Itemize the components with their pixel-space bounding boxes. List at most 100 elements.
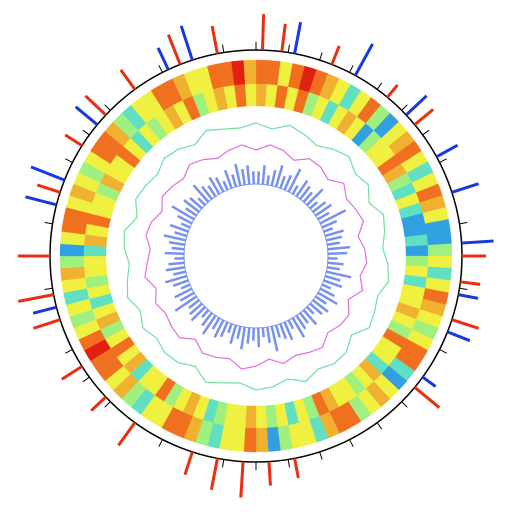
area-bar (177, 214, 193, 225)
heat-cell (59, 255, 85, 269)
heat-cell (427, 255, 453, 269)
area-bar (325, 235, 343, 242)
area-bar (240, 168, 246, 186)
area-bar (246, 165, 251, 185)
area-bar (174, 295, 198, 312)
area-bar (231, 174, 238, 188)
spike (117, 421, 137, 447)
tick-mark (376, 422, 383, 430)
area-bar (274, 164, 284, 188)
area-bar (207, 185, 217, 198)
tick-mark (349, 439, 354, 447)
heat-cell (255, 59, 269, 85)
area-bar (274, 324, 281, 338)
heat-cell (405, 245, 429, 257)
area-bar (270, 325, 279, 352)
heat-cell (255, 83, 267, 107)
area-bar (213, 319, 225, 338)
area-bar (223, 169, 233, 189)
area-bar (180, 283, 191, 290)
area-bar (283, 174, 293, 191)
area-bar (327, 251, 348, 255)
tick-mark (319, 451, 323, 460)
spike (330, 45, 341, 66)
area-bar (287, 168, 302, 193)
area-bar (169, 223, 189, 233)
tick-mark (222, 44, 225, 53)
heat-cell (83, 245, 107, 257)
area-bar (171, 205, 195, 221)
tick-mark (349, 65, 354, 73)
spike (36, 183, 61, 194)
area-bar (172, 279, 189, 287)
heat-cell (83, 255, 107, 267)
spike (386, 83, 399, 99)
tick-mark (65, 349, 73, 354)
track-line (144, 144, 368, 370)
area-bar (214, 177, 225, 193)
tick-mark (222, 459, 225, 468)
area-bar (306, 306, 315, 315)
tick-mark (401, 401, 408, 408)
spike (61, 365, 83, 381)
area-bar (185, 207, 198, 217)
area-bar (234, 163, 242, 187)
spike (451, 318, 480, 330)
area-bar (168, 240, 186, 246)
spike (239, 461, 245, 498)
area-bar (295, 314, 307, 330)
area-bar (192, 184, 210, 203)
spike (119, 69, 137, 91)
area-bar (326, 266, 340, 271)
spike (413, 386, 441, 409)
area-bar (317, 291, 338, 306)
spike (413, 108, 435, 126)
baseline (183, 183, 329, 329)
heat-cell (427, 243, 453, 257)
spike (74, 105, 99, 126)
heat-cell (255, 427, 269, 453)
area-bar (174, 231, 188, 238)
tick-mark (82, 129, 90, 136)
area-bar (321, 283, 332, 290)
heat-cell (245, 83, 257, 107)
spike (84, 94, 107, 117)
area-bar (287, 319, 295, 330)
heat-cell (243, 59, 257, 85)
area-bar (168, 261, 185, 266)
tick-mark (44, 222, 53, 225)
area-bar (165, 266, 186, 272)
spike (25, 195, 57, 207)
area-bar (211, 317, 221, 330)
tick-mark (376, 82, 383, 90)
area-bar (164, 251, 185, 255)
spike (458, 293, 479, 300)
area-bar (270, 169, 277, 187)
area-bar (309, 302, 323, 316)
area-bar (261, 165, 266, 185)
spike (166, 34, 182, 66)
tick-mark (65, 158, 73, 163)
tick-mark (82, 376, 90, 383)
area-bar (163, 234, 187, 242)
area-bar (190, 306, 206, 322)
area-bar (188, 299, 200, 309)
area-bar (309, 201, 319, 210)
area-bar (172, 270, 187, 276)
area-bar (189, 302, 203, 316)
area-bar (306, 188, 324, 206)
area-bar (312, 201, 327, 213)
tick-mark (439, 349, 447, 354)
area-bar (179, 291, 195, 302)
area-bar (222, 180, 229, 191)
area-bar (201, 185, 213, 200)
area-bar (323, 279, 343, 289)
area-bar (327, 245, 351, 251)
spike (179, 25, 194, 61)
spike (353, 43, 374, 77)
area-bar (266, 326, 272, 344)
area-bar (312, 299, 329, 313)
spike (32, 318, 61, 330)
area-bar (164, 274, 188, 284)
spike (435, 143, 459, 159)
